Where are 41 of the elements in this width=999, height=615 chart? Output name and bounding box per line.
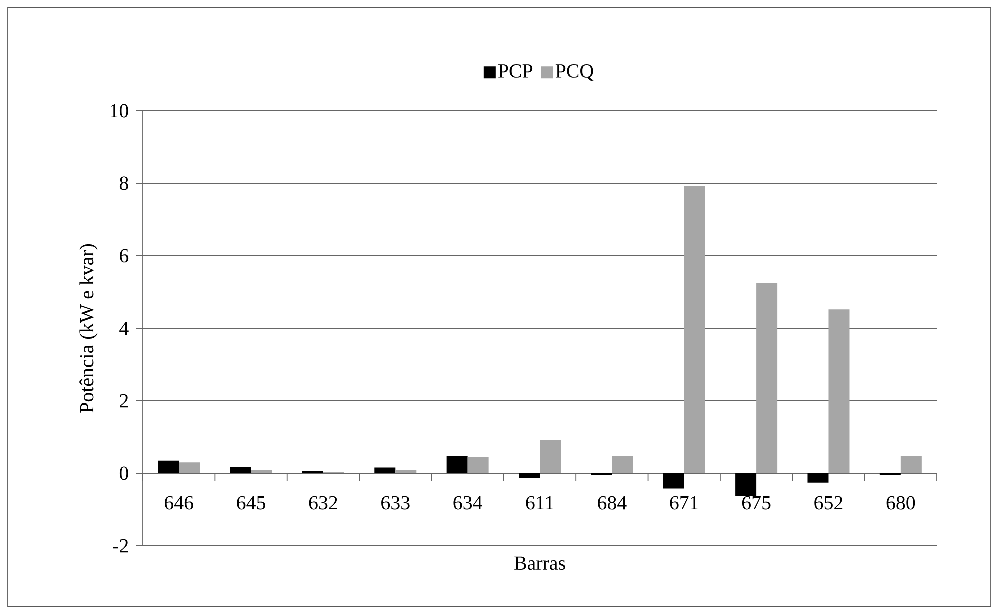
y-axis-title: Potência (kW e kvar) [80, 244, 98, 413]
bar [302, 470, 324, 474]
x-tick-label: 632 [309, 496, 338, 510]
bar [736, 474, 757, 496]
bar [158, 460, 180, 474]
bar [179, 462, 200, 474]
legend-label: PCP [498, 64, 533, 78]
bar [756, 284, 778, 474]
x-axis-title: Barras [514, 556, 566, 570]
bar [612, 456, 634, 474]
bar [251, 470, 272, 474]
bar [230, 467, 252, 474]
bar [396, 470, 417, 474]
x-tick-label: 671 [670, 496, 698, 510]
x-tick-label: 645 [237, 496, 266, 510]
x-tick-label: 684 [598, 496, 627, 510]
y-tick-label: 8 [120, 176, 128, 190]
y-tick-label: 0 [120, 466, 128, 480]
x-tick-label: 611 [526, 496, 554, 510]
y-tick-label: -2 [113, 539, 128, 553]
x-tick-label: 633 [382, 496, 410, 510]
x-tick-label: 652 [814, 496, 843, 510]
bar [684, 186, 706, 474]
x-tick-label: 646 [165, 496, 194, 510]
bar [540, 440, 562, 474]
x-tick-label: 680 [886, 496, 916, 510]
bar [900, 456, 922, 474]
y-tick-label: 4 [120, 322, 129, 336]
bar [663, 474, 684, 489]
bar [446, 456, 468, 474]
bar [374, 468, 396, 474]
y-tick-label: 10 [110, 104, 128, 118]
y-tick-label: 2 [120, 394, 128, 408]
x-tick-label: 675 [742, 496, 771, 510]
y-tick-label: 6 [120, 249, 129, 263]
bar [808, 474, 829, 483]
legend-label: PCQ [556, 64, 594, 81]
x-tick-label: 634 [454, 496, 482, 510]
bar [519, 474, 540, 478]
bar [468, 457, 489, 474]
bar [828, 310, 850, 474]
